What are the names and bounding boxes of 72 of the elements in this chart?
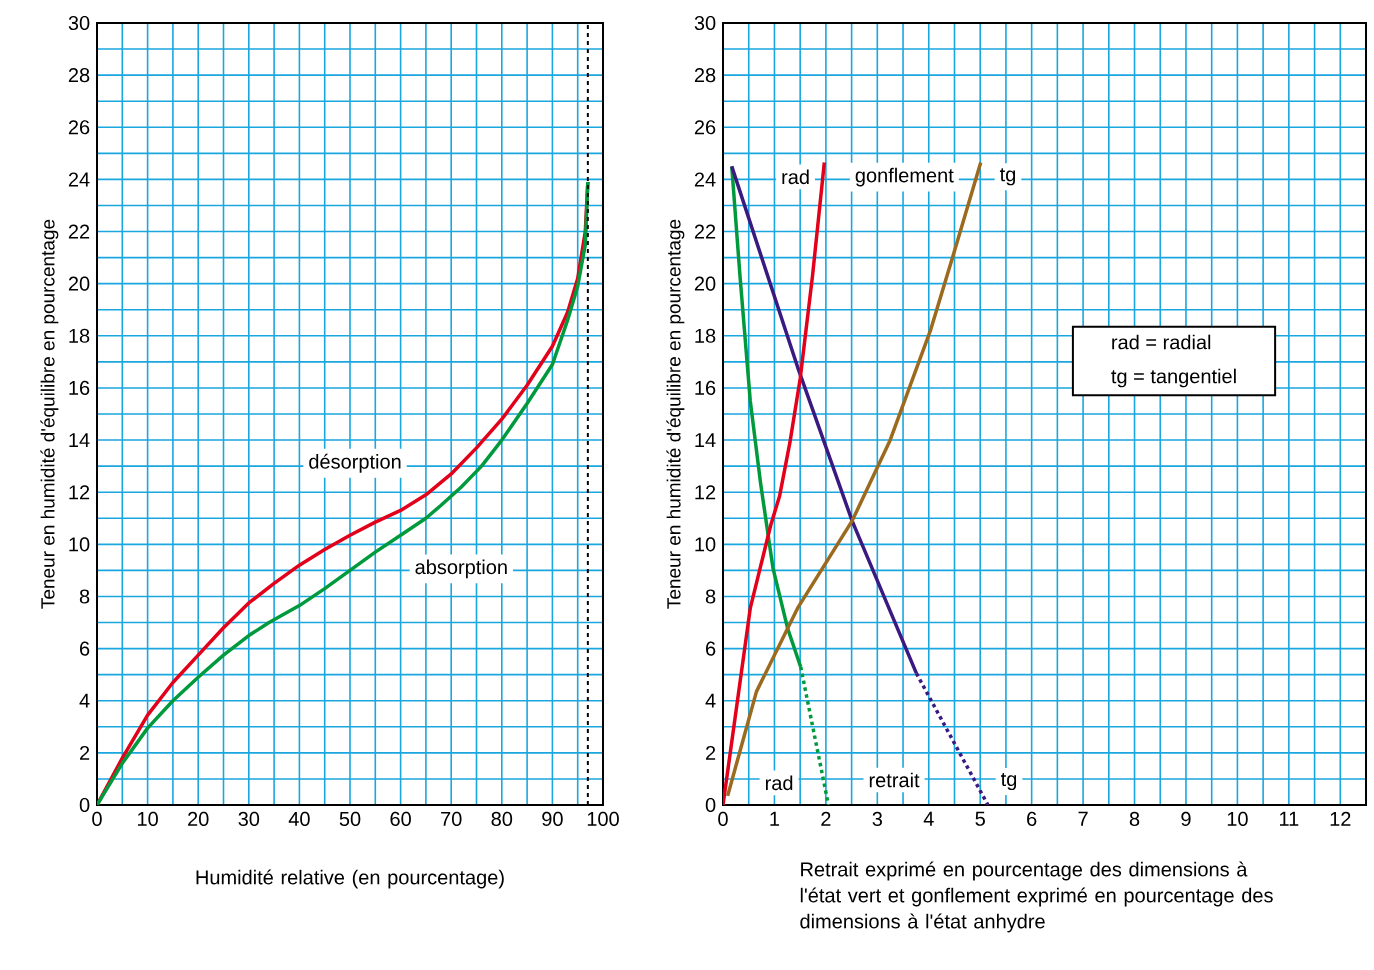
x-tick-label: 80 xyxy=(491,811,513,827)
x-axis-title: Humidité relative (en pourcentage) xyxy=(196,869,504,889)
y-tick-label: 30 xyxy=(68,15,90,31)
y-tick-label: 28 xyxy=(694,68,716,83)
x-tick-label: 2 xyxy=(821,811,831,826)
y-tick-label: 24 xyxy=(694,172,716,187)
x-tick-label: 5 xyxy=(975,811,985,826)
y-tick-label: 8 xyxy=(79,589,90,604)
y-tick-label: 12 xyxy=(69,485,90,500)
annotation: rad = radial xyxy=(1112,334,1211,350)
x-tick-label: 0 xyxy=(718,811,728,827)
x-tick-label: 100 xyxy=(587,811,619,827)
y-tick-label: 10 xyxy=(69,537,90,552)
annotation: tg = tangentiel xyxy=(1111,368,1236,388)
y-axis-title: Teneur en humidité d'équilibre en pourcentage xyxy=(40,219,59,609)
x-axis-title: Retrait exprimé en pourcentage des dimensions à l'état vert et gonflement exprimé en pourcentage des dimensions à l'état anhydre xyxy=(800,861,1273,933)
x-tick-label: 0 xyxy=(92,811,102,827)
y-tick-label: 24 xyxy=(68,172,90,187)
y-tick-label: 14 xyxy=(69,433,90,447)
x-tick-label: 6 xyxy=(1027,811,1037,827)
y-tick-label: 12 xyxy=(695,485,716,500)
y-tick-label: 30 xyxy=(694,15,716,31)
x-tick-label: 1 xyxy=(770,811,780,826)
annotation: retrait xyxy=(869,772,920,788)
x-tick-label: 3 xyxy=(872,811,883,827)
x-tick-label: 7 xyxy=(1078,811,1088,826)
y-tick-label: 26 xyxy=(694,120,716,135)
y-tick-label: 6 xyxy=(80,641,90,656)
y-tick-label: 16 xyxy=(695,380,716,395)
annotation: gonflement xyxy=(855,167,954,187)
x-tick-label: 10 xyxy=(1227,811,1248,827)
x-tick-label: 8 xyxy=(1129,811,1140,827)
y-tick-label: 4 xyxy=(705,693,716,708)
y-tick-label: 8 xyxy=(705,589,716,604)
annotation: rad xyxy=(782,169,809,185)
y-tick-label: 26 xyxy=(68,120,90,135)
annotation: absorption xyxy=(415,559,507,579)
annotation: désorption xyxy=(309,453,401,473)
y-tick-label: 22 xyxy=(68,224,90,239)
y-tick-label: 20 xyxy=(68,276,90,291)
x-tick-label: 11 xyxy=(1279,811,1299,826)
annotation: tg xyxy=(999,168,1016,186)
y-tick-label: 22 xyxy=(694,224,716,239)
y-tick-label: 4 xyxy=(79,693,90,708)
x-tick-label: 10 xyxy=(138,811,158,827)
x-tick-label: 30 xyxy=(238,811,260,827)
x-tick-label: 90 xyxy=(542,811,563,827)
x-tick-label: 70 xyxy=(441,811,462,827)
y-tick-label: 18 xyxy=(69,328,90,343)
y-tick-label: 0 xyxy=(79,797,90,813)
annotation: tg xyxy=(1000,773,1017,791)
x-tick-label: 50 xyxy=(339,811,361,827)
y-tick-label: 14 xyxy=(695,433,716,447)
y-tick-label: 10 xyxy=(695,537,716,552)
line-series xyxy=(723,160,827,805)
y-tick-label: 2 xyxy=(706,745,716,760)
x-tick-label: 4 xyxy=(923,811,934,826)
y-tick-label: 16 xyxy=(69,380,90,395)
x-tick-label: 20 xyxy=(188,811,209,827)
x-tick-label: 60 xyxy=(390,811,411,827)
y-tick-label: 28 xyxy=(68,68,90,83)
annotation: rad xyxy=(765,775,793,791)
line-series xyxy=(725,160,983,798)
y-tick-label: 2 xyxy=(80,745,90,760)
y-tick-label: 18 xyxy=(695,328,716,343)
y-axis-title: Teneur en humidité d'équilibre en pourcentage xyxy=(666,219,685,609)
x-tick-label: 12 xyxy=(1330,811,1351,826)
x-tick-label: 40 xyxy=(288,811,310,827)
y-tick-label: 0 xyxy=(705,797,716,813)
y-tick-label: 20 xyxy=(694,276,716,291)
x-tick-label: 9 xyxy=(1181,811,1191,827)
y-tick-label: 6 xyxy=(706,641,716,656)
